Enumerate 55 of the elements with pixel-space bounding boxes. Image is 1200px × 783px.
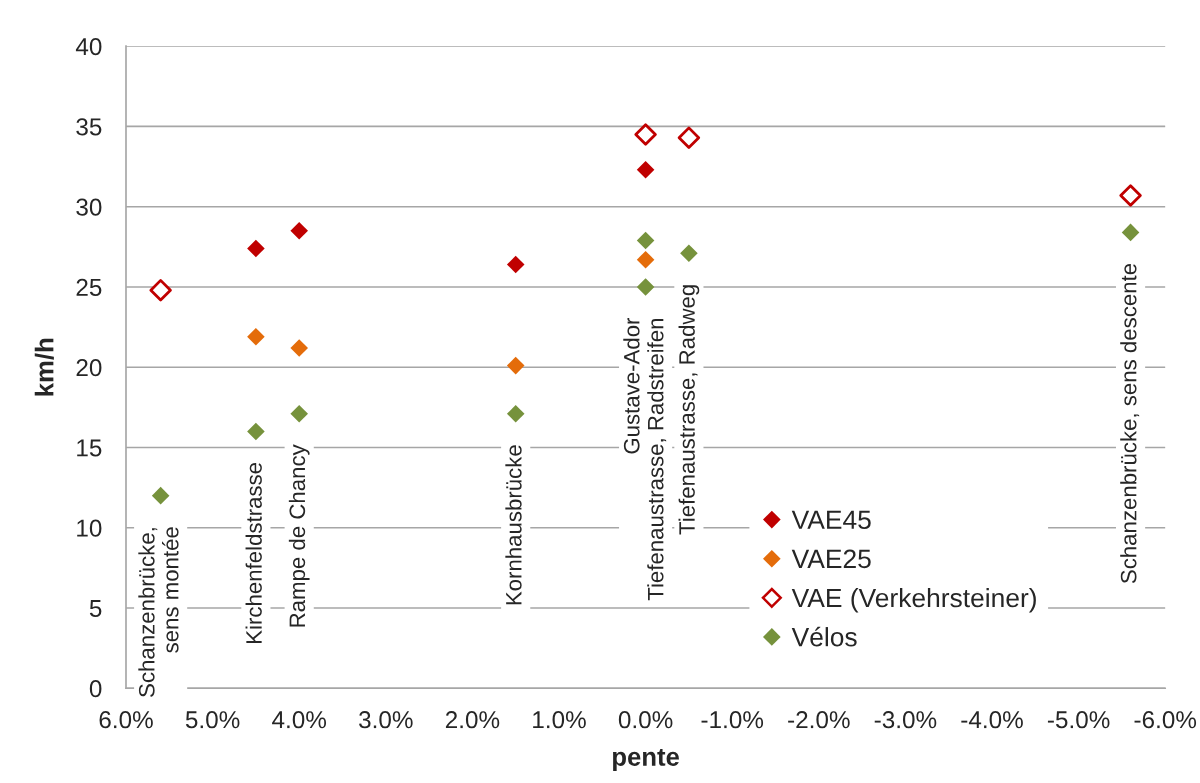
y-tick-label: 15	[77, 439, 102, 457]
point	[677, 126, 701, 149]
x-tick-label: 6.0%	[99, 711, 153, 729]
x-axis-title: pente	[613, 748, 679, 771]
x-tick-label: -5.0%	[1047, 711, 1110, 729]
point	[636, 278, 655, 296]
point	[680, 244, 698, 263]
y-tick-label: 0	[89, 680, 102, 698]
y-tick-label: 25	[76, 278, 102, 297]
annotation: Gustave-Ador Tiefenaustrasse, Radstreifen	[623, 317, 667, 601]
annotation: Kornhausbrücke	[505, 445, 522, 605]
y-tick-label: 20	[76, 359, 102, 377]
legend-label: VAE45	[791, 510, 871, 530]
x-tick-label: 0.0%	[618, 711, 673, 729]
y-axis-title: km/h	[34, 338, 54, 396]
annotation: Schanzenbrücke, sens descente	[1120, 263, 1140, 584]
x-tick-label: -2.0%	[788, 711, 850, 729]
y-tick-label: 35	[76, 118, 102, 136]
point	[290, 222, 308, 240]
x-tick-label: -4.0%	[961, 711, 1023, 729]
point	[247, 327, 265, 346]
legend-label: Vélos	[791, 626, 857, 647]
legend-label: VAE25	[791, 549, 871, 569]
x-tick-label: 4.0%	[272, 711, 327, 729]
y-tick-label: 30	[76, 198, 102, 216]
point	[1121, 223, 1140, 242]
annotation: Kirchenfeldstrasse	[245, 462, 262, 643]
point	[506, 356, 525, 375]
point	[247, 422, 265, 441]
y-tick-label: 40	[75, 38, 102, 56]
point	[151, 486, 170, 505]
x-tick-label: 5.0%	[185, 711, 240, 729]
x-tick-label: -1.0%	[701, 711, 764, 729]
point	[636, 231, 655, 250]
y-tick-label: 5	[89, 600, 102, 618]
x-tick-label: 2.0%	[445, 711, 500, 729]
x-tick-label: 3.0%	[359, 711, 413, 729]
annotation: Rampe de Chancy	[288, 444, 310, 627]
point	[636, 161, 655, 179]
point	[506, 404, 525, 423]
legend-label: VAE (Verkehrsteiner)	[791, 587, 1036, 613]
point	[149, 278, 172, 302]
y-tick-label: 10	[77, 519, 102, 537]
x-tick-label: 1.0%	[533, 711, 586, 729]
annotation: Schanzenbrücke, sens montée	[138, 527, 179, 697]
point	[247, 239, 265, 258]
point	[290, 404, 308, 423]
point	[506, 255, 525, 274]
annotation: Tiefenaustrasse, Radweg	[678, 285, 700, 535]
x-tick-label: -6.0%	[1134, 711, 1197, 729]
point	[634, 123, 657, 146]
point	[1119, 184, 1142, 207]
point	[636, 250, 655, 269]
x-tick-label: -3.0%	[874, 711, 937, 729]
point	[290, 339, 308, 357]
